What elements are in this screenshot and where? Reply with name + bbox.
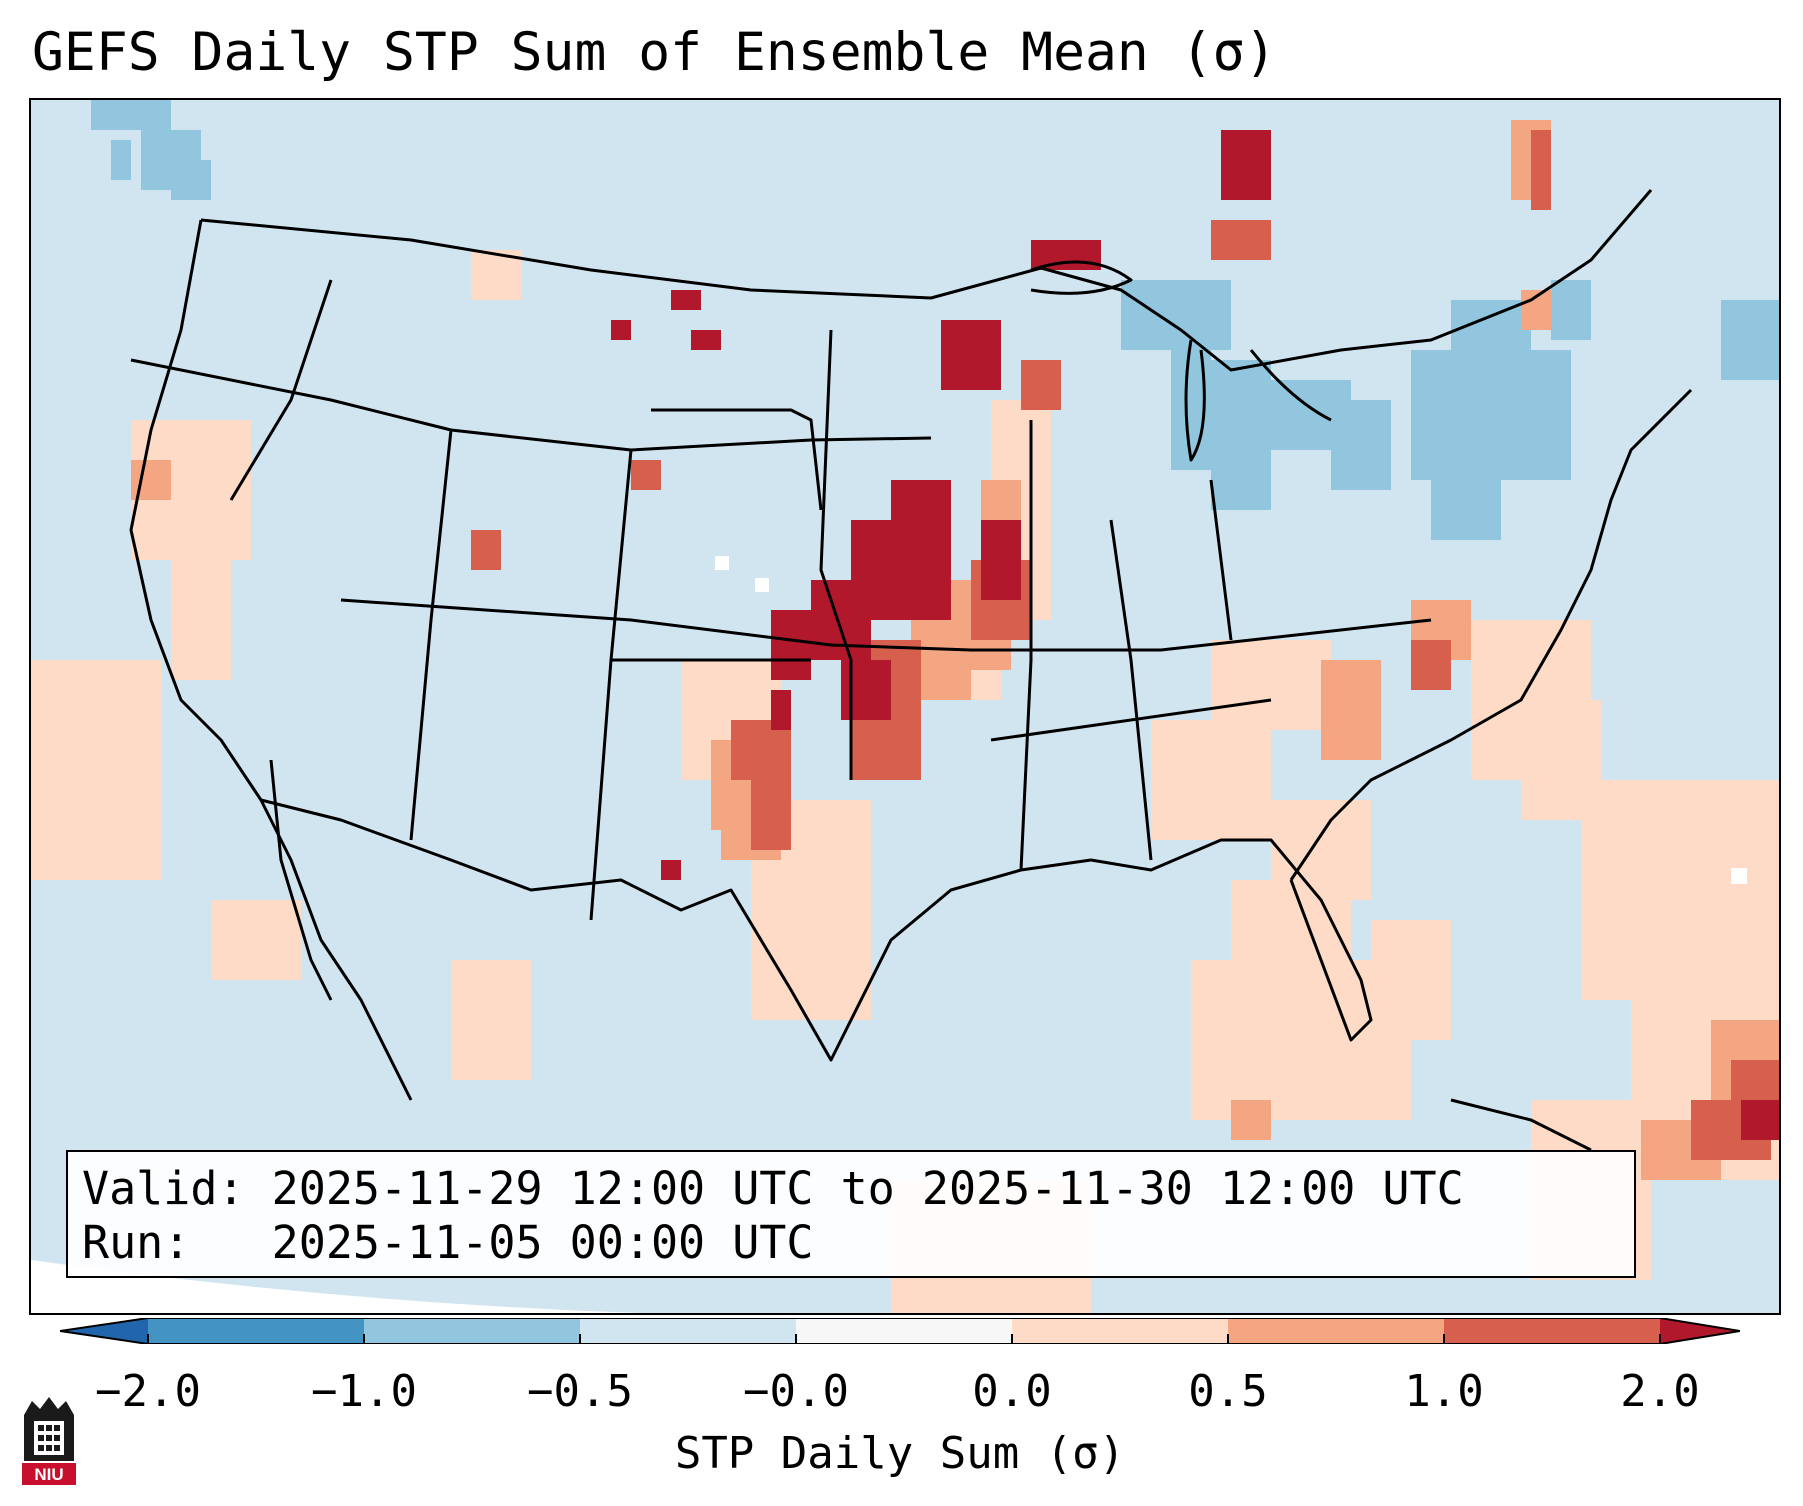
valid-line: Valid: 2025-11-29 12:00 UTC to 2025-11-3… xyxy=(82,1162,1464,1215)
colorbar-bin-5 xyxy=(1012,1318,1228,1344)
colorbar-bin-1 xyxy=(148,1318,364,1344)
tick-label-6: 0.5 xyxy=(1188,1366,1268,1417)
tick-label-5: 0.0 xyxy=(972,1366,1052,1417)
tick-label-1: −2.0 xyxy=(95,1366,201,1417)
colorbar-extend-high xyxy=(1660,1318,1740,1344)
colorbar-bin-3 xyxy=(580,1318,796,1344)
colorbar xyxy=(60,1318,1740,1344)
colorbar-bin-6 xyxy=(1228,1318,1444,1344)
tick-label-8: 2.0 xyxy=(1620,1366,1700,1417)
colorbar-extend-low xyxy=(60,1318,148,1344)
niu-logo: NIU xyxy=(22,1397,76,1485)
map-canvas xyxy=(31,100,1779,1313)
negative-anomaly-cells xyxy=(91,100,1779,540)
colorbar-bin-2 xyxy=(364,1318,580,1344)
map-title: GEFS Daily STP Sum of Ensemble Mean (σ) xyxy=(32,22,1277,83)
tick-label-4: −0.0 xyxy=(743,1366,849,1417)
tick-label-2: −1.0 xyxy=(311,1366,417,1417)
map-panel xyxy=(29,98,1781,1315)
colorbar-bin-7 xyxy=(1444,1318,1660,1344)
tick-label-3: −0.5 xyxy=(527,1366,633,1417)
logo-text: NIU xyxy=(34,1465,63,1484)
projection-edge xyxy=(31,1260,1031,1313)
valid-time-box: Valid: 2025-11-29 12:00 UTC to 2025-11-3… xyxy=(66,1150,1636,1278)
colorbar-bin-4 xyxy=(796,1318,1012,1344)
run-line: Run: 2025-11-05 00:00 UTC xyxy=(82,1216,814,1269)
borders xyxy=(129,189,1693,1152)
neutral-cells xyxy=(715,556,1747,884)
tick-label-7: 1.0 xyxy=(1404,1366,1484,1417)
colorbar-label: STP Daily Sum (σ) xyxy=(674,1428,1126,1479)
colorbar-ticks xyxy=(147,1334,1661,1344)
